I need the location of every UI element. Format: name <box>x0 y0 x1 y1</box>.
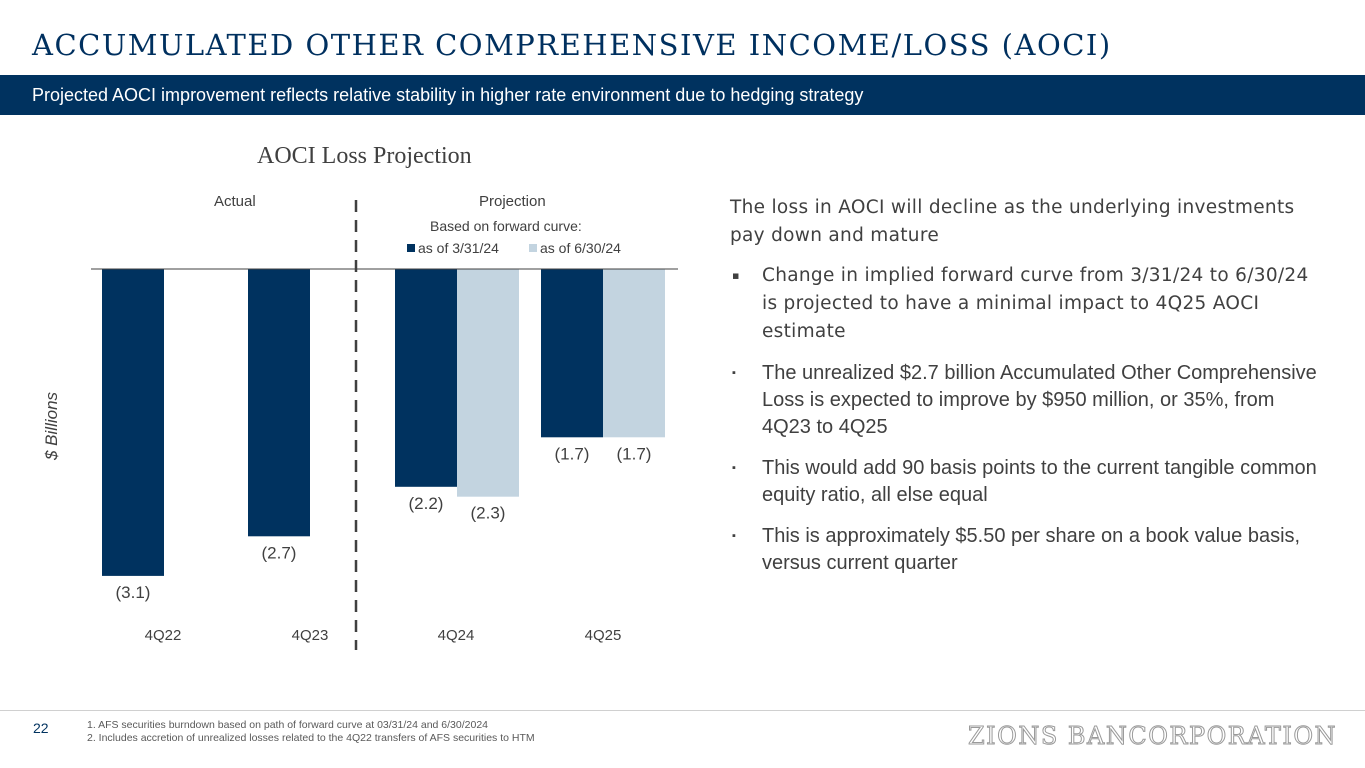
bullet-text-2: The unrealized $2.7 billion Accumulated … <box>762 362 1317 438</box>
square-bullet-icon: ▪ <box>732 269 740 282</box>
footnote-2: 2. Includes accretion of unrealized loss… <box>87 732 535 744</box>
bullet-item-3: ▪ This would add 90 basis points to the … <box>730 455 1320 509</box>
subtitle-banner: Projected AOCI improvement reflects rela… <box>0 75 1365 115</box>
bullet-item-2: ▪ The unrealized $2.7 billion Accumulate… <box>730 360 1320 441</box>
legend-label-series-2: as of 6/30/24 <box>540 240 621 256</box>
legend-title: Based on forward curve: <box>430 218 582 234</box>
section-label-actual: Actual <box>214 193 256 210</box>
bullet-item-1: ▪ Change in implied forward curve from 3… <box>730 262 1320 346</box>
company-logo: ZIONS BANCORPORATION <box>967 722 1338 751</box>
chart-title: AOCI Loss Projection <box>257 143 472 169</box>
footnote-1: 1. AFS securities burndown based on path… <box>87 719 489 731</box>
bar-4q23-series-1 <box>248 269 310 537</box>
bar-4q24-series-1 <box>395 269 457 487</box>
footer-divider <box>0 710 1365 711</box>
data-label-4q25-series-2: (1.7) <box>617 444 652 463</box>
bar-4q24-series-2 <box>457 269 519 497</box>
bar-4q22-series-1 <box>102 269 164 576</box>
legend-swatch-series-1 <box>407 244 415 252</box>
bar-4q25-series-1 <box>541 269 603 438</box>
commentary-panel: The loss in AOCI will decline as the und… <box>730 194 1320 577</box>
bullet-text-4: This is approximately $5.50 per share on… <box>762 525 1301 574</box>
legend-item-series-2: as of 6/30/24 <box>529 240 621 256</box>
bullet-item-4: ▪ This is approximately $5.50 per share … <box>730 523 1320 577</box>
square-bullet-icon: ▪ <box>732 367 736 379</box>
x-tick-label-4q22: 4Q22 <box>145 627 182 644</box>
x-tick-label-4q24: 4Q24 <box>438 627 475 644</box>
data-label-4q22-series-1: (3.1) <box>116 583 151 602</box>
legend-item-series-1: as of 3/31/24 <box>407 240 499 256</box>
aoci-bar-chart: (3.1) (2.7) (2.2) (1.7) (2.3) (1.7) 4Q22 4Q23 4Q… <box>91 200 678 650</box>
legend-label-series-1: as of 3/31/24 <box>418 240 499 256</box>
data-label-4q25-series-1: (1.7) <box>555 444 590 463</box>
x-tick-label-4q25: 4Q25 <box>585 627 622 644</box>
legend-swatch-series-2 <box>529 244 537 252</box>
bullet-text-1: Change in implied forward curve from 3/3… <box>762 265 1309 342</box>
x-tick-label-4q23: 4Q23 <box>292 627 329 644</box>
lead-text: The loss in AOCI will decline as the und… <box>730 197 1295 246</box>
data-label-4q23-series-1: (2.7) <box>262 543 297 562</box>
square-bullet-icon: ▪ <box>732 530 736 542</box>
section-label-projection: Projection <box>479 193 546 210</box>
square-bullet-icon: ▪ <box>732 462 736 474</box>
slide-title: ACCUMULATED OTHER COMPREHENSIVE INCOME/L… <box>32 28 1112 62</box>
footnotes: 1. AFS securities burndown based on path… <box>87 719 535 745</box>
data-label-4q24-series-1: (2.2) <box>409 494 444 513</box>
bullet-text-3: This would add 90 basis points to the cu… <box>762 457 1317 506</box>
bar-4q25-series-2 <box>603 269 665 438</box>
subtitle-text: Projected AOCI improvement reflects rela… <box>32 85 864 105</box>
page-number: 22 <box>33 720 49 736</box>
data-label-4q24-series-2: (2.3) <box>471 504 506 523</box>
